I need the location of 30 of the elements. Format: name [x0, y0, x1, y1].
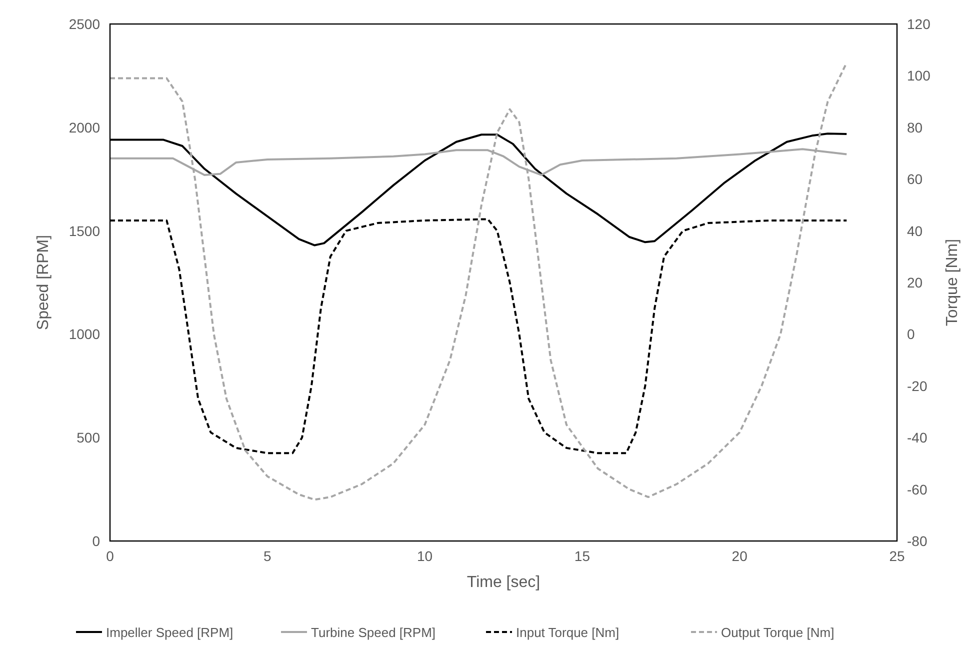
y-tick-label: 500: [76, 430, 100, 446]
y2-tick-label: 0: [907, 326, 915, 342]
y-tick-label: 2000: [68, 119, 100, 136]
y2-tick-label: -80: [907, 533, 928, 549]
x-tick-label: 10: [417, 548, 433, 564]
y2-tick-label: 40: [907, 222, 923, 239]
legend-label: Impeller Speed [RPM]: [106, 625, 234, 640]
y2-tick-label: -20: [907, 378, 928, 394]
y2-tick-label: 120: [907, 16, 931, 32]
y2-tick-label: 20: [907, 274, 923, 290]
y2-tick-label: 80: [907, 119, 923, 136]
legend-label: Output Torque [Nm]: [721, 625, 834, 640]
y2-tick-label: 60: [907, 171, 923, 188]
y-tick-label: 2500: [68, 16, 100, 32]
y-tick-label: 1500: [68, 222, 100, 239]
y-tick-label: 1000: [68, 326, 100, 342]
x-tick-label: 25: [889, 548, 905, 564]
y2-tick-label: 100: [907, 68, 931, 84]
x-tick-label: 15: [574, 548, 590, 564]
x-axis-title: Time [sec]: [466, 574, 540, 591]
x-tick-label: 0: [106, 548, 114, 564]
y2-tick-label: -60: [907, 481, 928, 498]
legend-label: Turbine Speed [RPM]: [311, 625, 436, 640]
y-tick-label: 0: [92, 533, 100, 549]
x-tick-label: 20: [732, 548, 748, 564]
x-tick-label: 5: [264, 548, 272, 564]
y2-tick-label: -40: [907, 430, 928, 446]
legend-label: Input Torque [Nm]: [516, 625, 620, 640]
y2-axis-title: Torque [Nm]: [944, 238, 961, 326]
y-axis-title: Speed [RPM]: [35, 234, 52, 330]
